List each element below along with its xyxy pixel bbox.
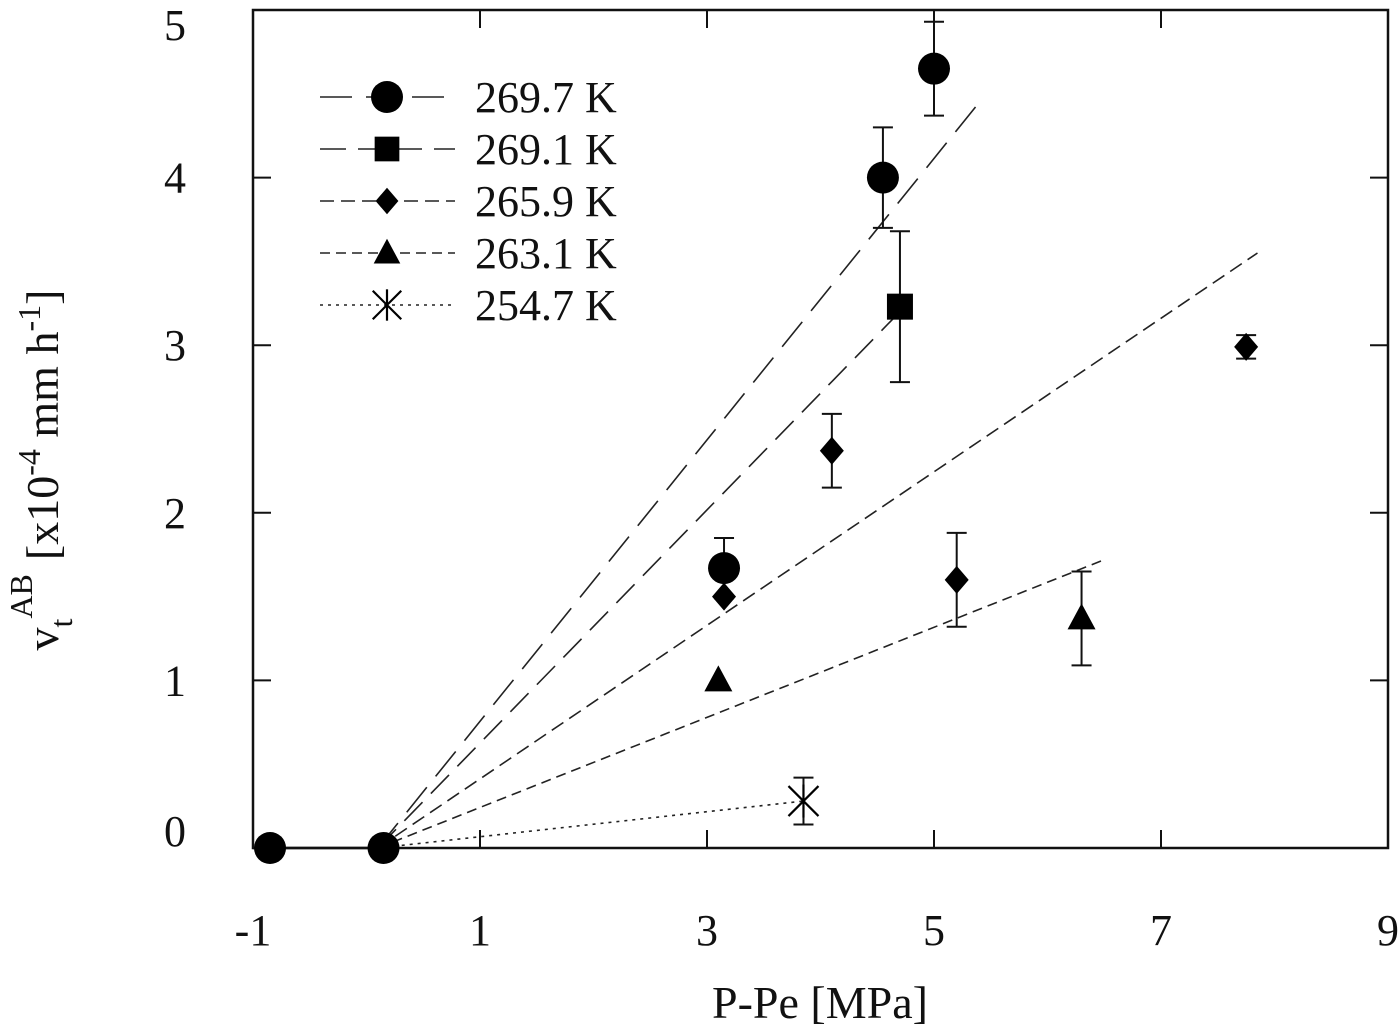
data-point	[708, 552, 741, 585]
fit-line	[377, 800, 804, 849]
legend-marker	[371, 289, 403, 321]
data-point	[944, 565, 969, 594]
fit-line	[377, 558, 1105, 849]
y-tick-label: 5	[164, 1, 186, 50]
y-tick-label: 3	[164, 321, 186, 370]
y-tick-label: 0	[164, 807, 186, 856]
y-axis-label-unit-suffix: ]	[17, 290, 68, 305]
data-point	[704, 665, 733, 692]
fit-line	[377, 311, 901, 849]
y-axis-label-unit-exp2: -1	[11, 305, 47, 332]
zero-point	[367, 832, 400, 864]
y-tick-label: 2	[164, 489, 186, 538]
zero-baseline	[253, 832, 400, 864]
fit-line	[377, 252, 1258, 849]
legend-marker	[371, 81, 403, 113]
x-tick-label: 1	[469, 906, 491, 955]
legend-marker	[374, 136, 400, 162]
y-axis-label-unit-mid: mm h	[17, 332, 68, 450]
plot-frame	[251, 8, 1390, 850]
data-point	[1067, 603, 1096, 630]
data-point	[712, 582, 737, 611]
x-tick-label: 7	[1150, 906, 1172, 955]
legend-label: 263.1 K	[475, 229, 617, 278]
legend-marker	[375, 187, 399, 215]
y-axis-label-unit-exp: -4	[11, 449, 47, 476]
y-axis-label-base: v	[17, 627, 68, 650]
data-point	[918, 52, 950, 85]
x-tick-label: -1	[235, 906, 272, 955]
x-tick-label: 3	[696, 906, 718, 955]
legend-marker	[373, 238, 401, 264]
x-tick-label: 5	[923, 906, 945, 955]
data-point	[787, 784, 820, 818]
data-point	[866, 161, 899, 194]
zero-point	[254, 832, 287, 864]
tick-labels: -1 1 3 5 7 9 0 1 2 3 4 5	[164, 1, 1399, 955]
y-tick-label: 1	[164, 656, 186, 705]
data-point	[886, 293, 913, 320]
data-point	[819, 436, 844, 465]
y-axis-label-unit-prefix: [x10	[17, 476, 68, 560]
y-tick-label: 4	[164, 154, 186, 203]
legend-label: 269.7 K	[475, 73, 617, 122]
legend-label: 265.9 K	[475, 177, 617, 226]
y-axis-label-sup: AB	[3, 574, 39, 618]
fit-line	[377, 101, 981, 849]
legend-label: 269.1 K	[475, 125, 617, 174]
x-axis-label: P-Pe [MPa]	[712, 977, 928, 1028]
y-axis-label: vt AB [x10-4 mm h-1]	[3, 290, 79, 651]
data-points	[704, 20, 1259, 826]
y-axis-label-sub: t	[43, 618, 79, 627]
fit-lines	[377, 101, 1258, 849]
data-point	[1234, 332, 1259, 361]
legend-label: 254.7 K	[475, 281, 617, 330]
axis-ticks	[252, 9, 1389, 849]
x-tick-label: 9	[1377, 906, 1399, 955]
